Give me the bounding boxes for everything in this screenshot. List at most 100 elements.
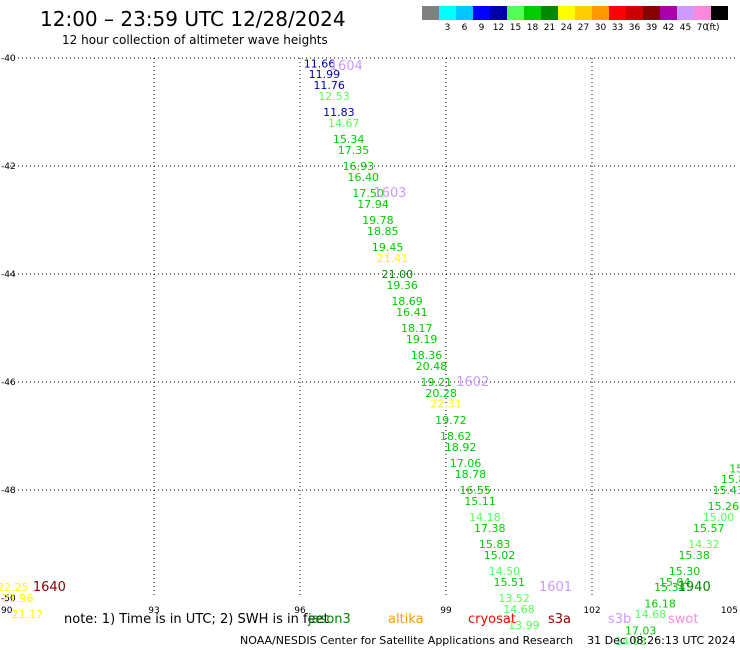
wave-height-label: 14.50	[489, 565, 521, 578]
wave-height-label: 16.40	[348, 171, 380, 184]
wave-height-label: 21.17	[12, 608, 44, 621]
wave-height-label: 15.04	[659, 576, 691, 589]
wave-height-label: 17.94	[357, 198, 389, 211]
wave-height-label: 19.45	[372, 241, 404, 254]
colorbar-units: (ft)	[706, 23, 720, 33]
wave-height-label: 17.03	[625, 624, 657, 637]
colorbar-label: 30	[594, 23, 607, 33]
satellite-legend-item: altika	[388, 612, 424, 627]
colorbar-swatch	[422, 6, 439, 20]
wave-height-label: 19.36	[386, 279, 418, 292]
axis-ticks: 90 93 96 99 102 105 -40 -42 -44 -46 -48 -50	[1, 54, 738, 616]
pass-number-labels: 1604 1603 1602 1601 1940 1640	[33, 59, 711, 595]
colorbar-swatch	[456, 6, 473, 20]
wave-height-label: 14.32	[688, 538, 720, 551]
wave-height-label: 12.53	[318, 90, 350, 103]
colorbar-label: 9	[478, 23, 485, 33]
x-tick-label: 99	[440, 606, 452, 616]
wave-height-label: 14.18	[469, 511, 501, 524]
colorbar-swatch	[439, 6, 456, 20]
wave-height-label: 18.62	[440, 430, 472, 443]
wave-height-labels: 11.6611.9911.7612.5311.8314.6715.3417.35…	[0, 57, 740, 648]
pass-number-label: 1603	[373, 186, 406, 201]
x-tick-label: 102	[583, 606, 600, 616]
y-tick-label: -48	[1, 486, 16, 496]
colorbar-swatch	[626, 6, 643, 20]
wave-height-label: 15.57	[693, 522, 725, 535]
timestamp-text: 31 Dec 08:26:13 UTC 2024	[587, 634, 736, 647]
wave-height-label: 18.17	[401, 322, 433, 335]
y-tick-label: -44	[1, 270, 16, 280]
colorbar-label: 12	[492, 23, 505, 33]
wave-height-label: 13.99	[508, 619, 540, 632]
wave-height-label: 19.72	[435, 414, 467, 427]
colorbar-swatch	[473, 6, 490, 20]
colorbar-swatch	[558, 6, 575, 20]
wave-height-label: 22.25	[0, 581, 29, 594]
wave-height-label: 21.00	[382, 268, 414, 281]
colorbar-swatch	[677, 6, 694, 20]
colorbar-swatch	[507, 6, 524, 20]
pass-number-label: 1940	[678, 580, 711, 595]
x-tick-label: 105	[721, 606, 738, 616]
wave-height-label: 13.52	[498, 592, 530, 605]
wave-height-label: 18.92	[445, 441, 477, 454]
wave-height-label: 15.34	[333, 133, 365, 146]
map-grid	[10, 57, 738, 598]
wave-height-label: 15.83	[479, 538, 511, 551]
wave-height-label: 18.36	[411, 349, 443, 362]
y-tick-label: -46	[1, 378, 16, 388]
wave-height-label: 11.76	[313, 79, 345, 92]
wave-height-label: 21.96	[2, 592, 34, 605]
wave-height-label: 15.	[729, 462, 740, 475]
wave-height-label: 15.02	[484, 549, 516, 562]
x-tick-label: 96	[294, 606, 306, 616]
wave-height-label: 15.34	[654, 581, 686, 594]
wave-height-label: 18.78	[455, 468, 487, 481]
wave-height-label: 18.85	[367, 225, 399, 238]
wave-height-label: 15.00	[703, 511, 735, 524]
colorbar-swatch	[592, 6, 609, 20]
colorbar-label: 27	[577, 23, 590, 33]
wave-height-label: 11.83	[323, 106, 355, 119]
wave-height-label: 20.48	[416, 360, 448, 373]
satellite-legend-item: cryosat	[468, 612, 516, 627]
colorbar-swatch	[490, 6, 507, 20]
wave-height-label: 14.93	[615, 635, 647, 648]
colorbar-swatch	[694, 6, 711, 20]
colorbar-swatch	[711, 6, 728, 20]
chart-title: 12:00 – 23:59 UTC 12/28/2024	[40, 7, 346, 31]
wave-height-label: 19.78	[362, 214, 394, 227]
legend-note: note: 1) Time is in UTC; 2) SWH is in fe…	[64, 612, 329, 627]
wave-height-label: 17.50	[352, 187, 384, 200]
wave-height-label: 11.66	[304, 57, 336, 70]
y-tick-label: -42	[1, 162, 16, 172]
x-tick-label: 93	[148, 606, 159, 616]
satellite-legend-item: jason3	[308, 612, 351, 627]
wave-height-label: 14.67	[328, 117, 360, 130]
colorbar-swatch	[660, 6, 677, 20]
y-tick-label: -50	[1, 594, 16, 604]
wave-height-label: 15.43	[713, 484, 740, 497]
wave-height-label: 15.8	[721, 473, 740, 486]
wave-height-label: 15.26	[708, 500, 740, 513]
satellite-legend-item: swot	[668, 612, 699, 627]
wave-height-label: 16.93	[343, 160, 375, 173]
colorbar-swatch	[609, 6, 626, 20]
wave-height-label: 14.68	[635, 608, 667, 621]
y-tick-label: -40	[1, 54, 16, 64]
footer-credit: NOAA/NESDIS Center for Satellite Applica…	[240, 634, 736, 647]
satellite-legend-item: s3a	[548, 612, 572, 627]
colorbar-swatch	[524, 6, 541, 20]
wave-height-label: 20.28	[425, 387, 457, 400]
pass-number-label: 1602	[456, 375, 489, 390]
colorbar-label: 3	[444, 23, 451, 33]
wave-height-label: 15.30	[669, 565, 701, 578]
satellite-legend-item: s3b	[608, 612, 632, 627]
wave-height-label: 14.68	[503, 603, 535, 616]
colorbar-label: 24	[560, 23, 573, 33]
wave-height-label: 15.11	[464, 495, 496, 508]
colorbar-swatch	[643, 6, 660, 20]
colorbar-label: 33	[611, 23, 624, 33]
